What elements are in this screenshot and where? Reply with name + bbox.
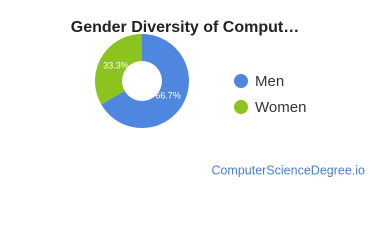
legend-swatch — [234, 74, 248, 88]
page: {"chart_data": {"type": "pie", "title": … — [70, 19, 366, 178]
slice-label: 66.7% — [155, 90, 181, 100]
legend-label: Men — [255, 73, 284, 90]
chart: Gender Diversity of Comput… ComputerScie… — [71, 19, 365, 177]
chart-title: Gender Diversity of Comput… — [71, 19, 299, 36]
donut-hole — [122, 61, 162, 101]
slice-label: 33.3% — [103, 60, 129, 70]
legend-swatch — [234, 100, 248, 114]
legend-label: Women — [255, 99, 306, 116]
source-link[interactable]: ComputerScienceDegree.io — [211, 163, 365, 177]
